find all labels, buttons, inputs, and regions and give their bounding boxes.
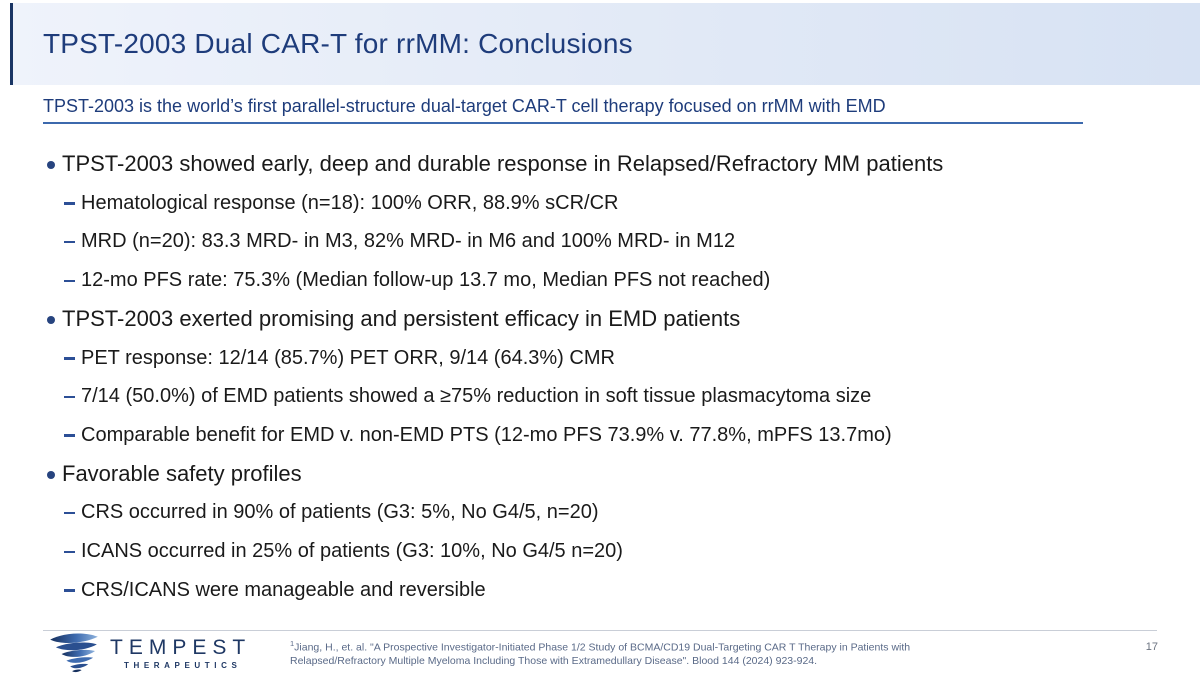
sub-bullet: ICANS occurred in 25% of patients (G3: 1… (0, 532, 1200, 571)
tempest-logo: TEMPEST THERAPEUTICS (46, 633, 251, 673)
subtitle-divider (43, 122, 1083, 124)
bullet-heading: TPST-2003 showed early, deep and durable… (0, 145, 1200, 184)
sub-bullet: MRD (n=20): 83.3 MRD- in M3, 82% MRD- in… (0, 222, 1200, 261)
footer-divider (43, 630, 1157, 631)
sub-bullet: Hematological response (n=18): 100% ORR,… (0, 184, 1200, 223)
sub-bullet: 7/14 (50.0%) of EMD patients showed a ≥7… (0, 377, 1200, 416)
brand-text: TEMPEST THERAPEUTICS (110, 633, 251, 670)
brand-division: THERAPEUTICS (124, 661, 242, 670)
citation: 1Jiang, H., et. al. "A Prospective Inves… (290, 637, 990, 668)
slide-title: TPST-2003 Dual CAR-T for rrMM: Conclusio… (43, 28, 633, 59)
bullet-heading: Favorable safety profiles (0, 455, 1200, 494)
slide-subtitle: TPST-2003 is the world’s first parallel-… (43, 96, 886, 116)
sub-bullet: CRS occurred in 90% of patients (G3: 5%,… (0, 493, 1200, 532)
reference-text: Jiang, H., et. al. "A Prospective Invest… (290, 641, 911, 667)
sub-bullet: PET response: 12/14 (85.7%) PET ORR, 9/1… (0, 339, 1200, 378)
reference-marker: 1 (290, 639, 295, 648)
page-number: 17 (1145, 641, 1158, 653)
tornado-swirl-icon (46, 633, 102, 673)
sub-bullet: 12-mo PFS rate: 75.3% (Median follow-up … (0, 261, 1200, 300)
header-band: TPST-2003 Dual CAR-T for rrMM: Conclusio… (10, 3, 1200, 85)
sub-bullet: CRS/ICANS were manageable and reversible (0, 571, 1200, 610)
sub-bullet: Comparable benefit for EMD v. non-EMD PT… (0, 416, 1200, 455)
bullet-list: TPST-2003 showed early, deep and durable… (0, 145, 1200, 609)
brand-name: TEMPEST (110, 636, 252, 659)
bullet-heading: TPST-2003 exerted promising and persiste… (0, 300, 1200, 339)
